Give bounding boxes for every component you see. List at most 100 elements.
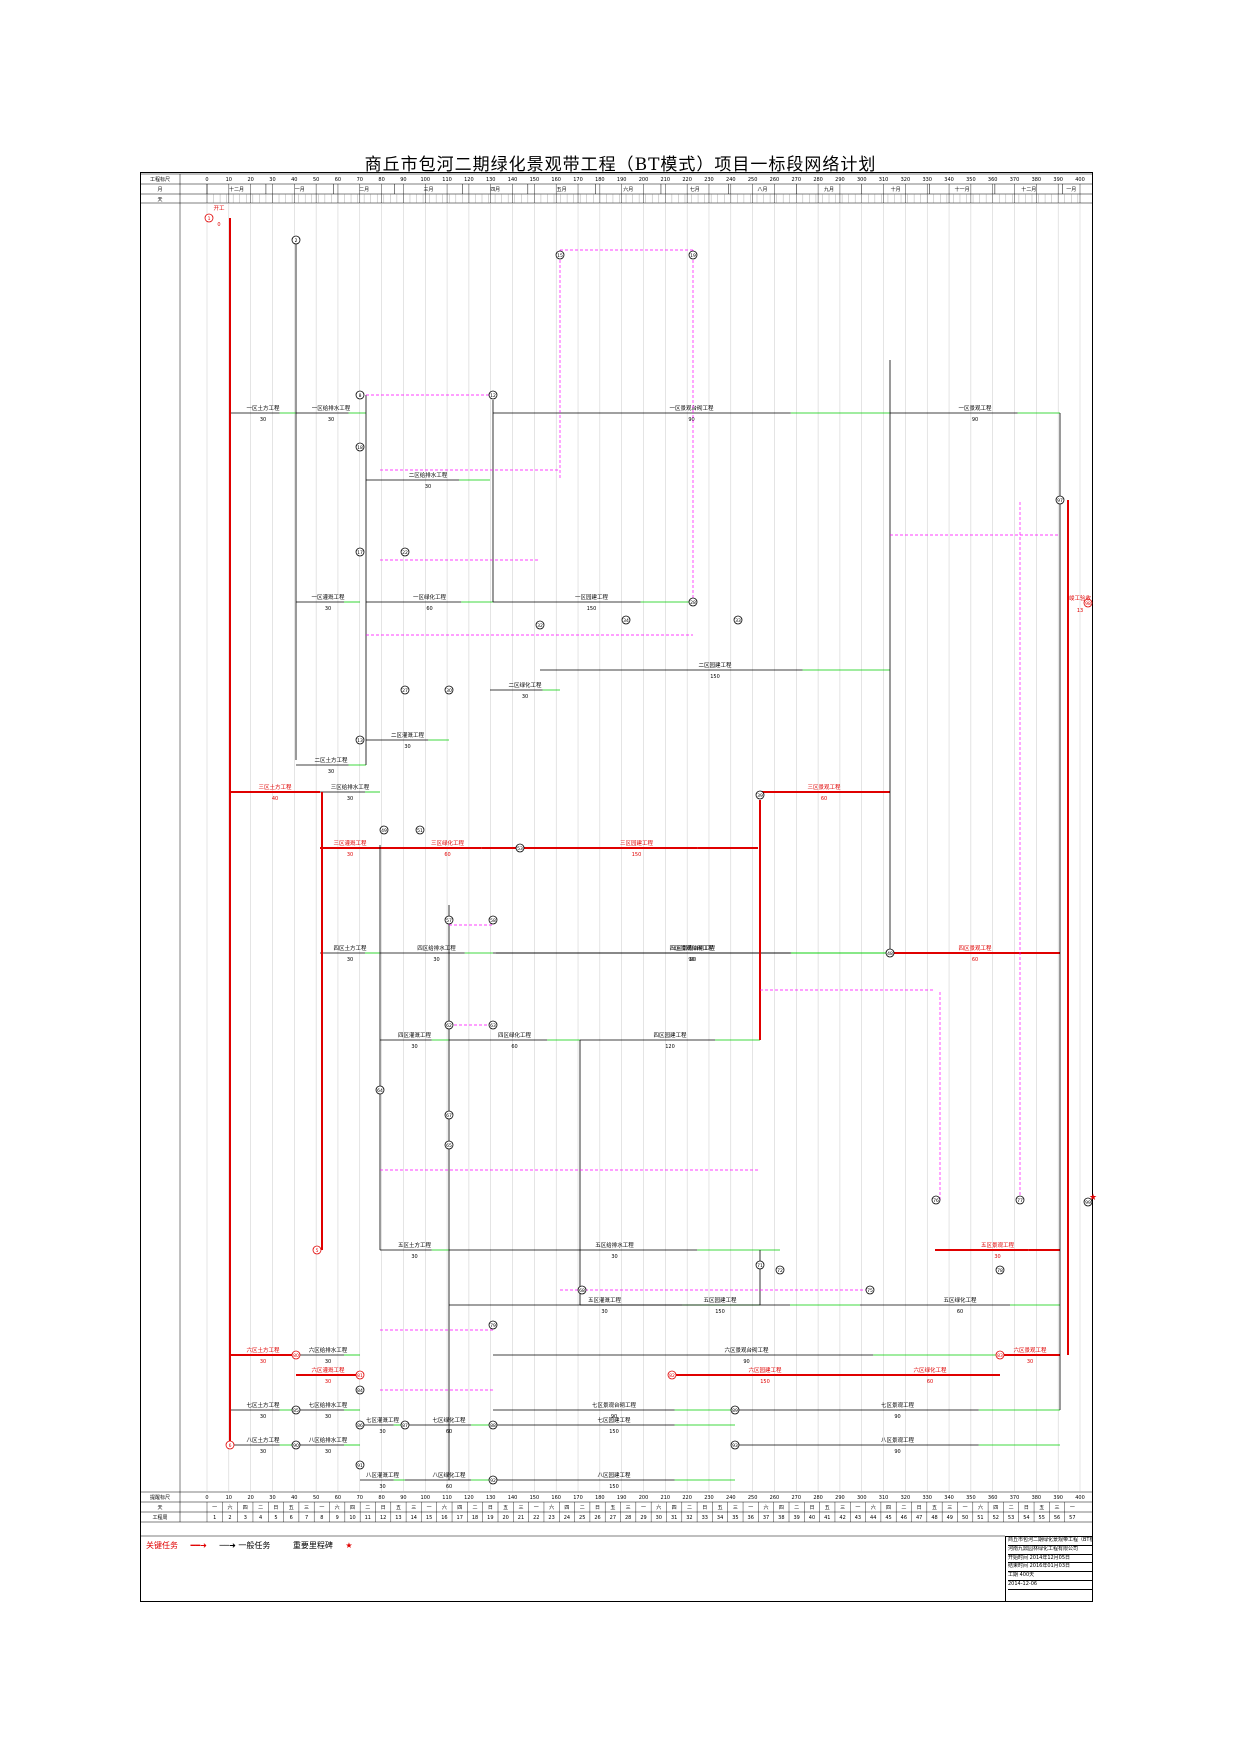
week-number: 14 <box>411 1515 417 1521</box>
ruler-tick-label: 110 <box>442 177 452 183</box>
week-number: 31 <box>671 1515 677 1521</box>
weekday-label: 日 <box>917 1505 922 1511</box>
task-duration: 30 <box>994 1254 1000 1260</box>
weekday-label: 一 <box>212 1505 217 1511</box>
event-node-label: 22 <box>402 550 408 556</box>
ruler-tick-label: 330 <box>922 177 932 183</box>
weekday-label: 六 <box>764 1504 769 1511</box>
event-node <box>488 1020 498 1030</box>
weekday-label: 一 <box>748 1505 753 1511</box>
event-node-label: 18 <box>357 445 363 451</box>
task-duration: 90 <box>611 1414 617 1420</box>
page-title: 商丘市包河二期绿化景观带工程（BT模式）项目一标段网络计划 <box>364 155 877 175</box>
weekday-label: 二 <box>580 1505 585 1511</box>
task-duration: 30 <box>325 1449 331 1455</box>
task-label: 一区灌溉工程 <box>311 593 345 601</box>
ruler-tick-label: 170 <box>573 177 583 183</box>
task-duration: 60 <box>511 1044 517 1050</box>
event-node <box>995 1265 1005 1275</box>
footer-ruler-label: 300 <box>857 1495 867 1501</box>
weekday-label: 二 <box>1009 1505 1014 1511</box>
weekday-label: 四 <box>243 1505 248 1511</box>
task-duration: 60 <box>972 957 978 963</box>
ruler-tick-label: 0 <box>205 177 208 183</box>
task-duration: 30 <box>260 1449 266 1455</box>
start-milestone-duration: 0 <box>217 222 220 228</box>
header-row-label: 工程标尺 <box>150 176 170 183</box>
task-label: 二区给排水工程 <box>409 471 448 479</box>
week-number: 35 <box>732 1515 738 1521</box>
event-node-label: 89 <box>732 1408 738 1414</box>
task-label: 八区园建工程 <box>597 1471 631 1479</box>
week-number: 36 <box>748 1515 754 1521</box>
footer-ruler-label: 160 <box>551 1495 561 1501</box>
task-label: 七区景观工程 <box>881 1401 915 1409</box>
month-label: 九月 <box>824 186 834 193</box>
week-number: 11 <box>365 1515 371 1521</box>
event-node-label: 90 <box>293 1443 299 1449</box>
info-duration: 工期 400天 <box>1008 1572 1093 1581</box>
task-duration: 90 <box>894 1414 900 1420</box>
month-label: 二月 <box>359 187 369 193</box>
task-label: 三区景观工程 <box>807 783 841 791</box>
footer-ruler-label: 330 <box>922 1495 932 1501</box>
event-node-label: 92 <box>490 1478 496 1484</box>
event-node <box>995 1350 1005 1360</box>
weekday-label: 二 <box>794 1505 799 1511</box>
event-node <box>291 235 301 245</box>
footer-ruler-label: 20 <box>247 1495 253 1501</box>
week-number: 30 <box>656 1515 662 1521</box>
task-duration: 150 <box>587 606 597 612</box>
week-number: 2 <box>228 1515 231 1521</box>
weekday-label: 六 <box>227 1504 232 1511</box>
weekday-label: 二 <box>365 1505 370 1511</box>
task-label: 二区绿化工程 <box>508 681 542 689</box>
week-number: 27 <box>610 1515 616 1521</box>
week-number: 51 <box>977 1515 983 1521</box>
ruler-tick-label: 360 <box>988 177 998 183</box>
footer-ruler-label: 90 <box>400 1495 406 1501</box>
weekday-label: 一 <box>963 1505 968 1511</box>
task-label: 七区给排水工程 <box>309 1401 348 1409</box>
month-label: 八月 <box>757 187 767 193</box>
footer-ruler-label: 140 <box>508 1495 518 1501</box>
event-node <box>1055 495 1065 505</box>
task-label: 一区景观工程 <box>958 404 992 412</box>
footer-ruler-label: 310 <box>879 1495 889 1501</box>
week-number: 50 <box>962 1515 968 1521</box>
task-duration: 40 <box>272 796 278 802</box>
task-label: 三区给排水工程 <box>331 783 370 791</box>
week-number: 55 <box>1039 1515 1045 1521</box>
event-node <box>291 1440 301 1450</box>
ruler-tick-label: 10 <box>226 177 232 183</box>
footer-ruler-label: 30 <box>269 1495 275 1501</box>
week-number: 10 <box>349 1515 355 1521</box>
event-node-label: 34 <box>623 618 629 624</box>
task-duration: 30 <box>325 1359 331 1365</box>
ruler-tick-label: 390 <box>1053 177 1063 183</box>
event-node <box>667 1370 677 1380</box>
week-number: 13 <box>395 1515 401 1521</box>
week-number: 39 <box>793 1515 799 1521</box>
footer-ruler-label: 200 <box>639 1495 649 1501</box>
week-number: 38 <box>778 1515 784 1521</box>
event-node-label: 33 <box>735 618 741 624</box>
task-label: 八区景观工程 <box>881 1436 915 1444</box>
weekday-label: 四 <box>350 1505 355 1511</box>
ruler-tick-label: 320 <box>901 177 911 183</box>
event-node <box>1083 1197 1093 1207</box>
event-node-label: 83 <box>997 1353 1003 1359</box>
ruler-tick-label: 220 <box>682 177 692 183</box>
task-duration: 150 <box>715 1309 725 1315</box>
event-node <box>312 1245 322 1255</box>
task-duration: 90 <box>690 957 696 963</box>
event-node <box>355 442 365 452</box>
task-label: 二区土方工程 <box>314 756 348 764</box>
task-duration: 150 <box>609 1429 619 1435</box>
footer-ruler-label: 150 <box>530 1495 540 1501</box>
month-label: 三月 <box>424 187 434 193</box>
event-node <box>755 790 765 800</box>
week-number: 28 <box>625 1515 631 1521</box>
completion-duration: 13 <box>1077 608 1083 614</box>
